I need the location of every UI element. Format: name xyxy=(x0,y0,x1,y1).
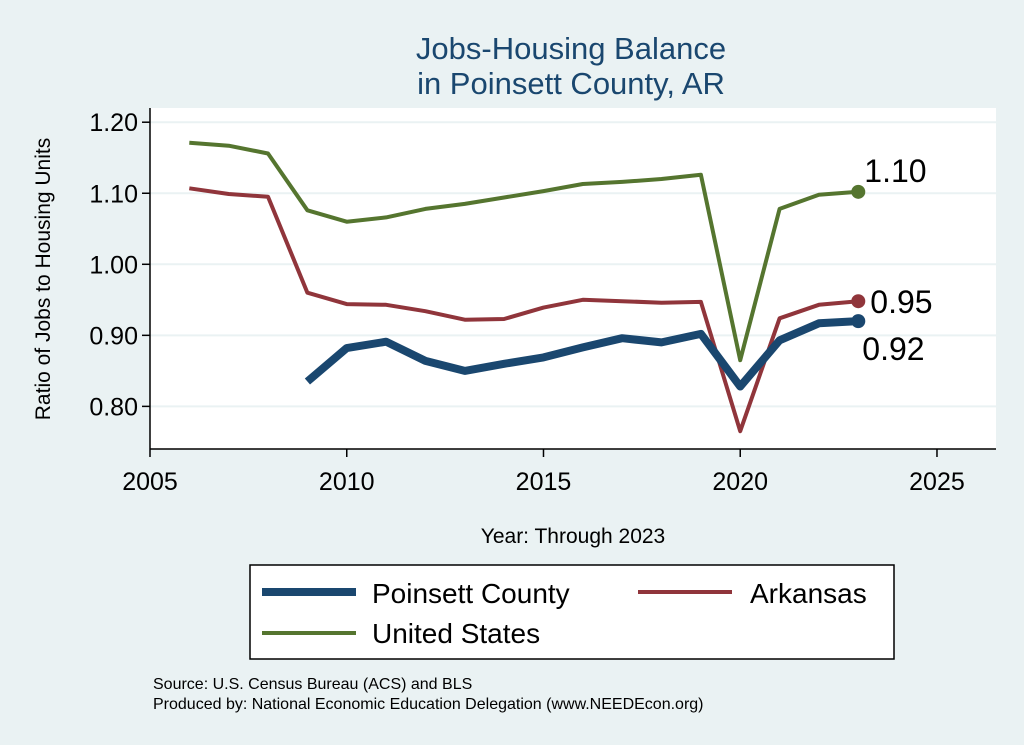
axes: 0.80 0.90 1.00 1.10 1.20 2005 2010 2015 2020 2025 xyxy=(89,108,996,496)
plot-area xyxy=(150,108,996,449)
chart-title-line-1: Jobs-Housing Balance xyxy=(416,31,726,66)
legend-box xyxy=(249,564,895,660)
end-marker-poinsett-county xyxy=(851,314,866,329)
y-tick-label: 0.80 xyxy=(89,393,138,421)
y-tick-label: 0.90 xyxy=(89,322,138,350)
x-tick-label: 2005 xyxy=(122,468,178,496)
series-line-arkansas xyxy=(189,186,859,434)
y-tick-label: 1.00 xyxy=(89,251,138,279)
x-tick-label: 2025 xyxy=(909,468,965,496)
y-tick-label: 1.20 xyxy=(89,109,138,137)
legend-label-arkansas: Arkansas xyxy=(750,578,867,609)
x-axis-title: Year: Through 2023 xyxy=(481,525,666,548)
end-label-poinsett-county: 0.92 xyxy=(862,331,924,367)
legend-label-poinsett-county: Poinsett County xyxy=(372,578,570,609)
produced-by-note: Produced by: National Economic Education… xyxy=(153,696,704,713)
x-tick-label: 2020 xyxy=(712,468,768,496)
chart-title-line-2: in Poinsett County, AR xyxy=(417,66,725,101)
legend-entry-arkansas: Arkansas xyxy=(638,578,867,609)
y-axis-title: Ratio of Jobs to Housing Units xyxy=(32,138,55,420)
end-label-arkansas: 0.95 xyxy=(870,284,932,320)
legend-entry-united-states: United States xyxy=(262,618,540,649)
series-layer xyxy=(189,140,866,434)
legend-entry-poinsett-county: Poinsett County xyxy=(262,578,570,609)
x-tick-label: 2010 xyxy=(319,468,375,496)
series-line-poinsett-county xyxy=(304,317,859,391)
series-line-united-states xyxy=(189,140,859,363)
x-tick-label: 2015 xyxy=(516,468,572,496)
end-marker-united-states xyxy=(851,184,866,199)
y-tick-label: 1.10 xyxy=(89,180,138,208)
source-note: Source: U.S. Census Bureau (ACS) and BLS xyxy=(153,676,472,693)
legend-label-united-states: United States xyxy=(372,618,540,649)
end-marker-arkansas xyxy=(851,294,866,309)
end-labels-layer: 0.92 0.95 1.10 xyxy=(862,153,932,367)
end-label-united-states: 1.10 xyxy=(864,153,926,189)
grid-lines xyxy=(150,121,996,408)
